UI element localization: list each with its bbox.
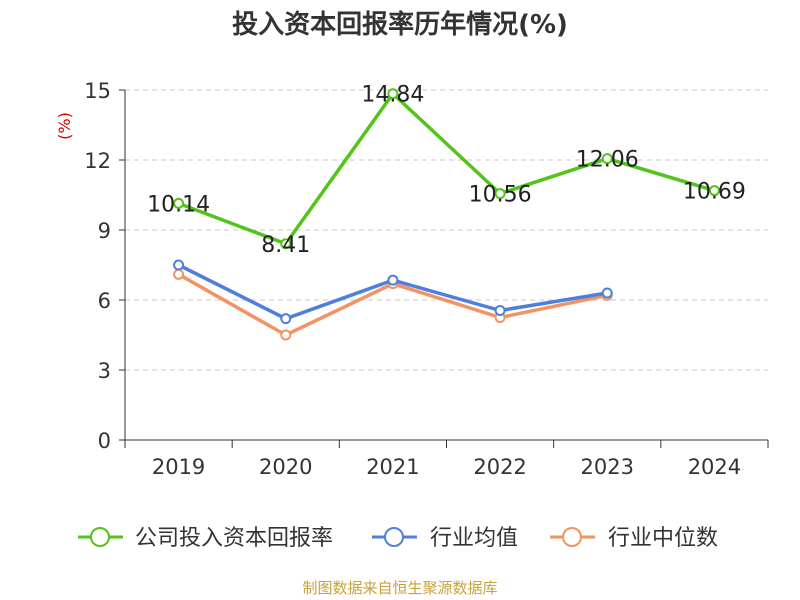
data-label: 10.14	[147, 192, 210, 217]
data-point	[601, 153, 613, 165]
legend-item-2: 行业中位数	[550, 526, 718, 551]
data-point	[280, 238, 292, 250]
legend-swatch-marker	[562, 527, 582, 547]
x-tick-label-2023: 2023	[581, 455, 634, 479]
chart-title: 投入资本回报率历年情况(%)	[232, 10, 568, 40]
legend-item-1: 行业均值	[372, 526, 518, 551]
legend-label: 行业中位数	[608, 526, 718, 551]
x-tick-label-2022: 2022	[473, 455, 526, 479]
data-point	[494, 188, 506, 200]
y-tick-label: 12	[84, 149, 111, 173]
legend: 公司投入资本回报率 行业均值 行业中位数	[78, 526, 718, 551]
data-label: 10.69	[683, 180, 746, 205]
y-tick-label: 3	[98, 359, 111, 383]
x-tick-label-2020: 2020	[259, 455, 312, 479]
data-point	[280, 313, 292, 325]
y-tick-label: 6	[98, 289, 111, 313]
data-label: 8.41	[261, 233, 310, 258]
data-point	[173, 268, 185, 280]
grid-layer	[125, 89, 768, 371]
source-note: 制图数据来自恒生聚源数据库	[302, 579, 498, 597]
data-point	[601, 287, 613, 299]
data-point	[280, 329, 292, 341]
legend-label: 行业均值	[430, 526, 518, 551]
legend-label: 公司投入资本回报率	[135, 526, 333, 551]
data-point	[173, 197, 185, 209]
data-point	[173, 259, 185, 271]
data-label: 10.56	[469, 183, 532, 208]
legend-swatch-marker	[384, 527, 404, 547]
data-point	[708, 185, 720, 197]
data-label: 12.06	[576, 148, 639, 173]
legend-item-0: 公司投入资本回报率	[78, 526, 333, 551]
y-tick-label: 0	[98, 429, 111, 453]
x-tick-label-2024: 2024	[688, 455, 741, 479]
y-tick-label: 15	[84, 79, 111, 103]
data-label-layer: 10.14 8.41 14.84 10.56 12.06 10.69	[147, 83, 746, 258]
series-layer	[173, 88, 720, 341]
data-point	[387, 274, 399, 286]
x-tick-label-2021: 2021	[366, 455, 419, 479]
data-point	[494, 305, 506, 316]
y-axis-label: (%)	[55, 112, 74, 140]
data-label: 14.84	[361, 83, 424, 108]
axis-layer: 0 3 6 9 12 15 2019 2020 2021 2022 2023 2024 (%)	[55, 79, 769, 479]
data-point	[387, 88, 399, 100]
legend-swatch-marker	[90, 527, 110, 547]
x-tick-label-2019: 2019	[152, 455, 205, 479]
series-line-0	[177, 91, 715, 246]
y-tick-label: 9	[98, 219, 111, 243]
